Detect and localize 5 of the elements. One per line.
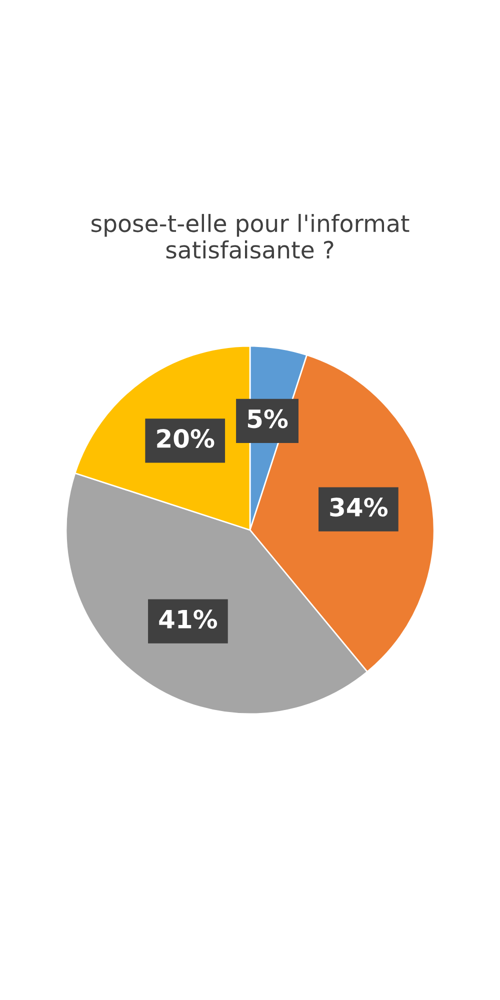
data-label: 41% bbox=[159, 610, 218, 629]
data-label: 34% bbox=[330, 498, 388, 517]
chart-title: spose-t-elle pour l'informat satisfaisante ? bbox=[92, 214, 410, 259]
data-label: 5% bbox=[248, 409, 288, 428]
data-label: 20% bbox=[157, 429, 214, 448]
